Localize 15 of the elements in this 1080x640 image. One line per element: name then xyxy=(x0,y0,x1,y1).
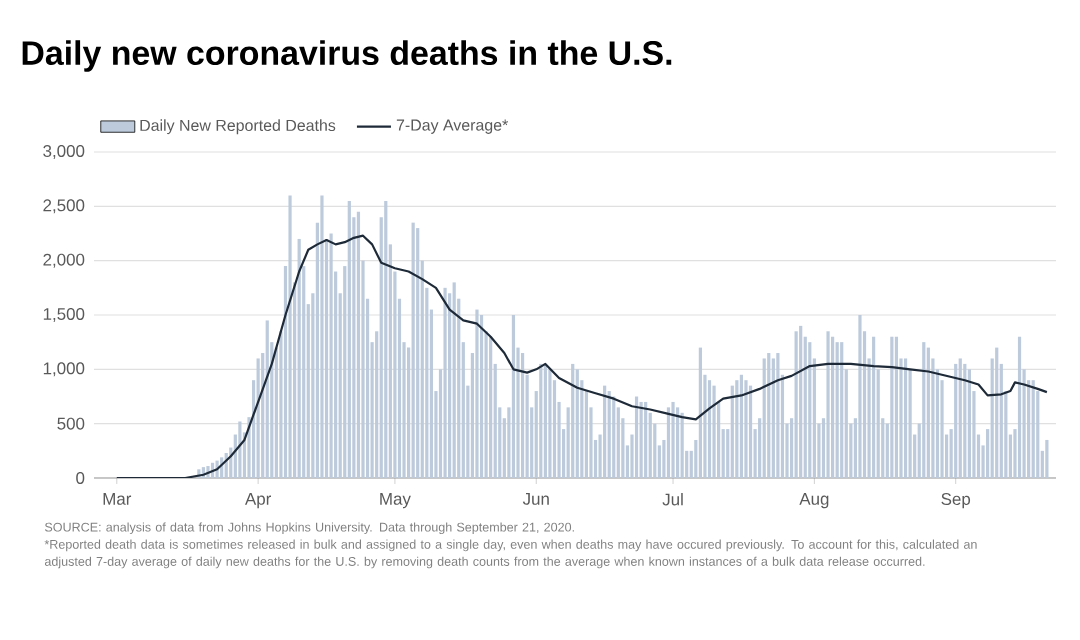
x-tick-label: Aug xyxy=(799,493,829,509)
y-tick-label: 1,000 xyxy=(43,362,85,377)
x-tick-label: Jun xyxy=(522,493,549,505)
y-tick-label: 1,500 xyxy=(43,308,85,322)
y-tick-label: 2,000 xyxy=(43,253,85,268)
x-tick-label: Sep xyxy=(941,493,971,509)
x-tick-label: Jul xyxy=(662,493,683,506)
x-tick-label: Mar xyxy=(103,493,132,505)
x-tick-label: May xyxy=(380,493,411,509)
x-tick-label: Apr xyxy=(244,493,272,509)
y-tick-label: 500 xyxy=(57,417,85,430)
y-tick-label: 2,500 xyxy=(43,199,85,214)
y-tick-label: 0 xyxy=(76,472,85,484)
y-tick-label: 3,000 xyxy=(43,145,85,159)
chart-title: Daily new coronavirus deaths in the U.S. xyxy=(22,40,672,72)
